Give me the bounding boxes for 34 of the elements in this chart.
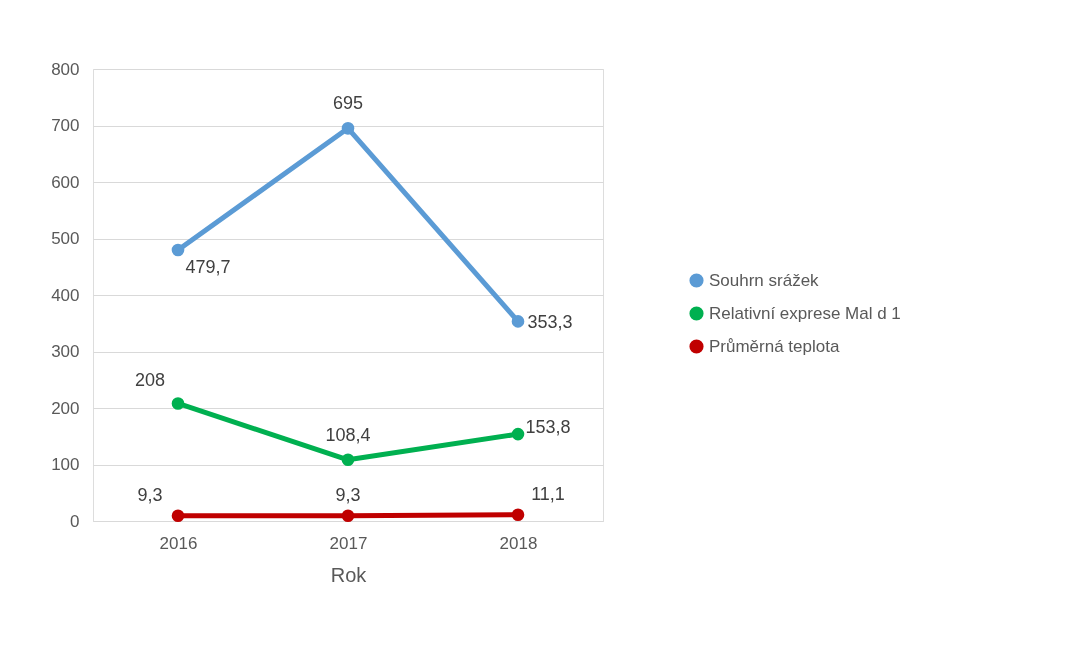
- data-label: 153,8: [525, 417, 571, 438]
- x-tick-label: 2017: [329, 533, 368, 553]
- point: [171, 243, 185, 257]
- point: [341, 509, 355, 523]
- y-tick-label: 500: [51, 229, 80, 248]
- y-tick-label: 600: [51, 172, 80, 192]
- legend-label: Relativní exprese Mal d 1: [709, 303, 901, 323]
- legend-label: Průměrná teplota: [709, 336, 840, 356]
- point: [511, 315, 525, 328]
- y-tick-label: 700: [51, 116, 80, 135]
- point: [511, 427, 525, 441]
- data-label: 695: [332, 93, 364, 114]
- data-label: 9,3: [137, 484, 163, 505]
- legend-label: Souhrn srážek: [709, 270, 820, 290]
- y-tick-label: 400: [51, 285, 80, 305]
- point: [341, 122, 355, 135]
- y-tick-label: 100: [51, 455, 80, 474]
- point: [511, 508, 525, 522]
- point: [171, 397, 185, 410]
- point: [171, 509, 185, 523]
- x-tick-label: 2016: [159, 533, 198, 553]
- x-tick-label: 2018: [499, 533, 538, 553]
- data-label: 353,3: [527, 312, 573, 333]
- y-tick-label: 800: [51, 59, 80, 79]
- data-label: 108,4: [325, 424, 371, 445]
- data-label: 479,7: [185, 256, 231, 277]
- data-label: 9,3: [335, 484, 361, 505]
- point: [341, 453, 355, 467]
- y-tick-label: 300: [51, 342, 80, 361]
- data-label: 208: [134, 370, 166, 391]
- x-axis-title: Rok: [330, 563, 368, 586]
- data-label: 11,1: [531, 483, 565, 504]
- y-tick-label: 200: [51, 398, 80, 418]
- y-tick-label: 0: [70, 511, 80, 531]
